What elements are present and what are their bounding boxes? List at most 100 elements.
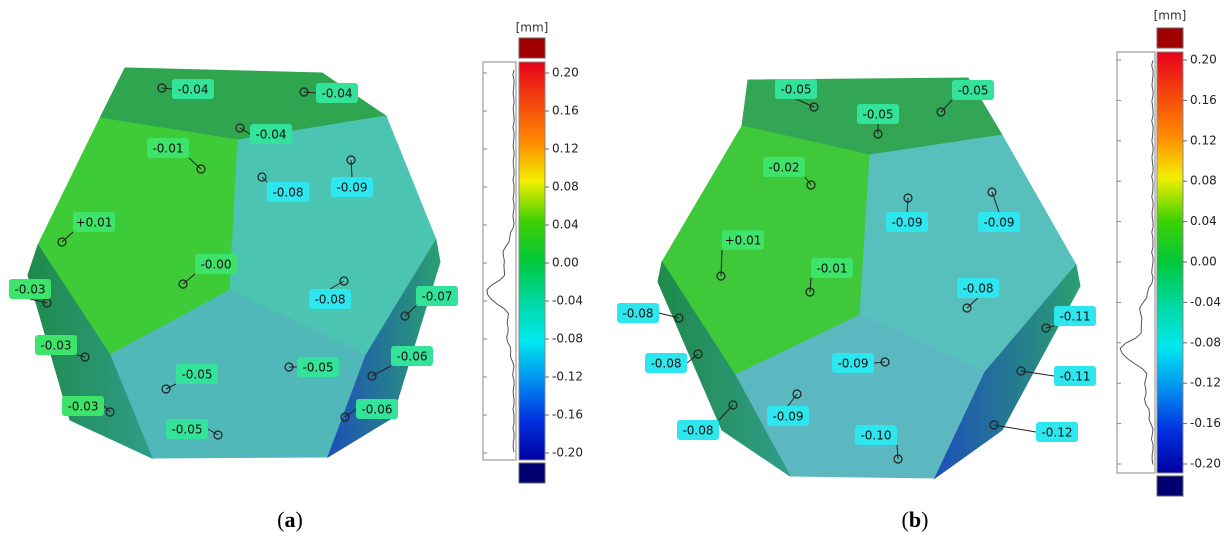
probe-point <box>716 271 726 281</box>
caption-open: ( <box>902 507 909 532</box>
label-box <box>331 177 373 197</box>
deviation-label: -0.06 <box>361 403 392 417</box>
deviation-label: -0.07 <box>421 290 452 304</box>
scale-tick-label: 0.00 <box>1190 255 1217 269</box>
under-range-swatch <box>1156 475 1184 497</box>
label-box <box>391 346 433 366</box>
probe-point <box>339 276 349 286</box>
leader-line <box>344 408 357 418</box>
probe-point <box>903 193 913 203</box>
label-box <box>316 83 358 103</box>
leader-line <box>239 127 251 135</box>
leader-line <box>404 305 417 317</box>
color-scale <box>518 61 546 461</box>
label-box <box>775 79 817 99</box>
probe-point <box>235 123 245 133</box>
scale-tick-label: -0.16 <box>1190 416 1221 430</box>
deviation-label: -0.09 <box>772 410 803 424</box>
leader-line <box>261 176 268 183</box>
deviation-label: -0.11 <box>1059 310 1090 324</box>
leader-line <box>161 87 173 90</box>
leader-line <box>303 91 317 94</box>
deviation-label: -0.08 <box>314 293 345 307</box>
scale-tick-label: -0.20 <box>1190 457 1221 471</box>
deviation-label: -0.08 <box>622 307 653 321</box>
probe-point <box>257 172 267 182</box>
leader-line <box>940 99 953 113</box>
label-box <box>857 104 899 124</box>
deviation-label: -0.09 <box>983 216 1014 230</box>
scale-tick-label: -0.12 <box>1190 376 1221 390</box>
over-range-swatch <box>518 37 546 59</box>
probe-point <box>809 102 819 112</box>
label-box <box>35 335 77 355</box>
deviation-label: +0.01 <box>725 234 762 248</box>
probe-point <box>157 83 167 93</box>
scale-tick-label: -0.08 <box>552 332 583 346</box>
label-box <box>811 258 853 278</box>
leader-line <box>896 444 899 460</box>
scale-tick-label: -0.12 <box>552 370 583 384</box>
leader-line <box>686 353 699 364</box>
unit-label: [mm] <box>516 21 549 35</box>
probe-point <box>57 237 67 247</box>
leader-line <box>873 361 886 364</box>
probe-point <box>893 454 903 464</box>
label-box <box>62 396 104 416</box>
deviation-label: -0.03 <box>40 339 71 353</box>
deviation-label: -0.06 <box>396 350 427 364</box>
leader-line <box>165 383 177 390</box>
scale-tick-label: 0.04 <box>552 218 579 232</box>
scale-tick-label: 0.20 <box>1190 53 1217 67</box>
histogram-curve <box>486 69 515 453</box>
probe-point <box>962 303 972 313</box>
shape-face <box>27 243 153 459</box>
deviation-label: -0.10 <box>860 429 891 443</box>
scale-tick-label: 0.16 <box>1190 93 1217 107</box>
label-box <box>172 79 214 99</box>
label-box <box>1036 422 1078 442</box>
probe-point <box>284 362 294 372</box>
probe-point <box>346 155 356 165</box>
scale-tick-label: 0.08 <box>1190 174 1217 188</box>
label-box <box>1054 366 1096 386</box>
caption-close: ) <box>296 507 303 532</box>
probe-point <box>674 313 684 323</box>
scale-tick-label: 0.04 <box>1190 214 1217 228</box>
label-box <box>952 80 994 100</box>
caption-open: ( <box>277 507 284 532</box>
label-box <box>195 254 237 274</box>
histogram-curve <box>1119 60 1154 465</box>
leader-line <box>906 197 909 213</box>
scale-tick-label: -0.20 <box>552 446 583 460</box>
label-box <box>767 406 809 426</box>
probe-point <box>987 187 997 197</box>
label-box <box>832 353 874 373</box>
deviation-label: -0.11 <box>1059 370 1090 384</box>
probe-point <box>400 311 410 321</box>
caption-letter: a <box>285 507 296 532</box>
probe-point <box>196 164 206 174</box>
probe-point <box>805 287 815 297</box>
label-box <box>957 278 999 298</box>
label-box <box>166 419 208 439</box>
deviation-label: -0.08 <box>962 282 993 296</box>
scale-tick-label: 0.12 <box>1190 133 1217 147</box>
label-box <box>1054 306 1096 326</box>
label-box <box>677 420 719 440</box>
label-box <box>617 303 659 323</box>
label-box <box>176 364 218 384</box>
leader-line <box>787 393 798 407</box>
deviation-label: -0.05 <box>780 83 811 97</box>
leader-line <box>658 312 680 319</box>
probe-point <box>880 357 890 367</box>
histogram-box <box>482 61 517 461</box>
leader-line <box>350 159 353 178</box>
deviation-label: -0.08 <box>682 424 713 438</box>
label-box <box>886 212 928 232</box>
label-box <box>309 289 351 309</box>
leader-line <box>329 280 345 290</box>
leader-line <box>809 277 812 293</box>
deviation-label: -0.09 <box>837 357 868 371</box>
